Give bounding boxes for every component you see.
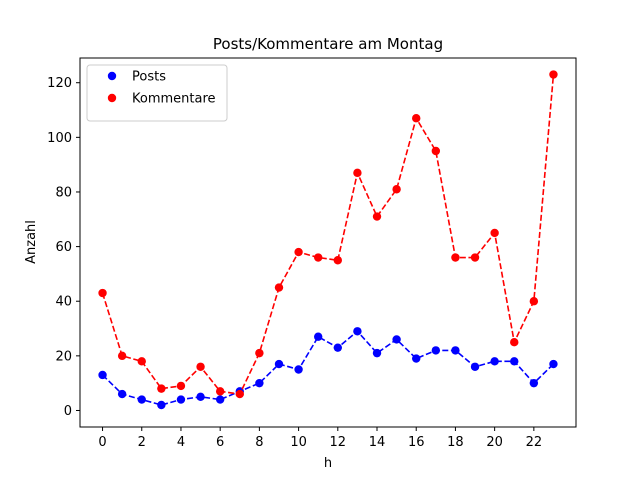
chart-title: Posts/Kommentare am Montag: [213, 35, 443, 53]
legend-label-posts: Posts: [132, 70, 166, 85]
data-point-kommentare: [314, 253, 323, 262]
x-tick-label: 20: [486, 435, 503, 450]
data-point-posts: [451, 346, 460, 355]
data-point-kommentare: [137, 357, 146, 366]
data-point-kommentare: [451, 253, 460, 262]
y-axis: 0 20 40 60 80 100 120: [47, 76, 80, 419]
legend: Posts Kommentare: [86, 64, 228, 122]
axes-frame: [79, 57, 577, 428]
data-point-kommentare: [215, 387, 225, 396]
x-tick-label: 14: [369, 435, 386, 450]
plot-area: [98, 70, 558, 410]
x-tick-label: 16: [408, 435, 425, 450]
y-tick-label: 20: [55, 349, 72, 364]
data-point-posts: [431, 346, 441, 355]
y-tick-label: 80: [55, 185, 72, 200]
data-point-posts: [333, 343, 342, 352]
legend-label-kommentare: Kommentare: [132, 92, 216, 107]
data-point-posts: [549, 359, 558, 369]
data-point-posts: [412, 354, 421, 363]
legend-marker-kommentare: [107, 93, 117, 103]
data-point-posts: [176, 395, 186, 404]
y-axis-label: Anzahl: [24, 220, 39, 264]
y-tick-label: 100: [47, 131, 72, 146]
data-point-kommentare: [470, 253, 480, 262]
x-tick-label: 4: [177, 435, 185, 450]
data-point-posts: [255, 378, 264, 388]
data-point-kommentare: [255, 348, 264, 358]
data-point-posts: [529, 378, 539, 388]
data-point-kommentare: [510, 337, 519, 347]
data-point-posts: [372, 348, 382, 358]
data-point-posts: [353, 327, 362, 336]
x-tick-label: 10: [290, 435, 307, 450]
data-point-posts: [294, 365, 303, 374]
data-point-kommentare: [353, 168, 362, 178]
data-point-posts: [314, 332, 323, 341]
data-point-posts: [490, 357, 499, 366]
x-axis-label: h: [324, 456, 332, 471]
x-tick-label: 8: [255, 435, 263, 450]
data-point-kommentare: [98, 288, 107, 298]
data-point-posts: [196, 392, 205, 402]
series-line-kommentare: [101, 74, 555, 395]
data-point-kommentare: [294, 247, 303, 257]
data-point-kommentare: [549, 70, 558, 79]
y-tick-label: 40: [55, 295, 72, 310]
data-point-kommentare: [333, 256, 342, 265]
data-point-kommentare: [431, 146, 441, 156]
y-tick-label: 0: [64, 404, 72, 419]
data-point-kommentare: [157, 384, 166, 393]
data-point-kommentare: [235, 389, 244, 399]
data-point-posts: [392, 335, 401, 344]
legend-marker-posts: [107, 71, 117, 81]
data-point-kommentare: [176, 381, 186, 391]
data-point-posts: [470, 362, 480, 371]
data-point-kommentare: [117, 351, 127, 361]
series-line-posts: [101, 330, 555, 406]
legend-box: [86, 64, 228, 122]
x-tick-label: 22: [526, 435, 543, 450]
data-point-posts: [215, 395, 225, 404]
y-tick-label: 60: [55, 240, 72, 255]
data-point-posts: [98, 370, 107, 380]
data-point-kommentare: [274, 283, 284, 292]
x-axis: 0 2 4 6 8 10 12 14 16 18 20 22: [98, 427, 542, 450]
data-point-kommentare: [490, 228, 499, 238]
x-tick-label: 2: [138, 435, 146, 450]
data-point-kommentare: [196, 362, 205, 371]
y-tick-label: 120: [47, 76, 72, 91]
data-point-kommentare: [372, 212, 382, 221]
data-point-posts: [117, 389, 127, 399]
data-point-kommentare: [392, 185, 401, 194]
x-tick-label: 12: [330, 435, 347, 450]
x-tick-label: 18: [447, 435, 464, 450]
data-point-kommentare: [412, 114, 421, 123]
data-point-posts: [274, 359, 284, 369]
data-point-posts: [510, 357, 519, 366]
x-tick-label: 6: [216, 435, 224, 450]
data-point-kommentare: [529, 297, 539, 306]
x-tick-label: 0: [98, 435, 106, 450]
data-point-posts: [157, 400, 166, 410]
data-point-posts: [137, 395, 146, 404]
